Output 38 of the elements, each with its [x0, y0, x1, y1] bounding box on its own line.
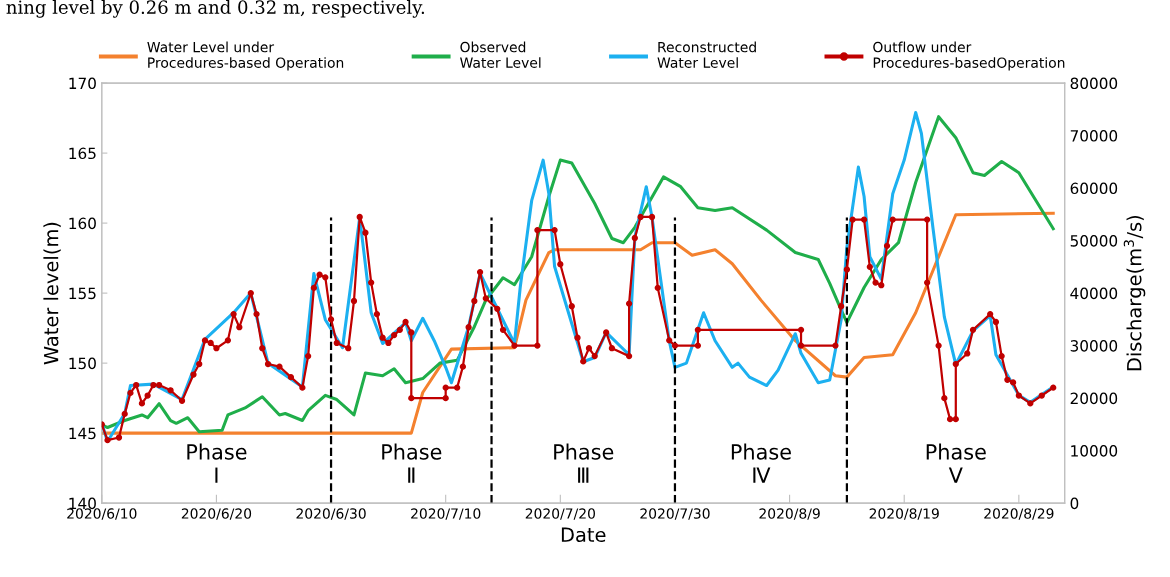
y2-tick-label: 40000	[1070, 287, 1118, 300]
annotation: Phase Ⅰ	[187, 443, 247, 483]
y2-tick-label: 20000	[1070, 392, 1118, 405]
y-tick-label: 150	[69, 357, 96, 370]
annotation: Phase Ⅲ	[554, 443, 614, 483]
y2-tick-label: 60000	[1070, 182, 1118, 195]
text: ning level by 0.26 m and 0.32 m, respectively.	[6, 0, 425, 18]
x-axis-title: Date	[561, 527, 606, 543]
y2-tick-label: 50000	[1070, 235, 1118, 247]
legend-label: Outflow under Procedures-basedOperation	[873, 41, 1065, 71]
y-tick-label: 145	[69, 427, 96, 440]
y2-axis-title: Discharge(m$^{3}$/s)	[1123, 215, 1146, 371]
annotation: Phase Ⅳ	[731, 443, 791, 483]
x-tick-label: 2020/7/30	[640, 508, 710, 520]
y2-tick-label: 80000	[1070, 77, 1118, 90]
y2-tick-label: 70000	[1070, 130, 1118, 142]
legend-label: Water Level under Procedures-based Operation	[147, 41, 344, 71]
x-tick-label: 2020/7/10	[411, 508, 481, 520]
x-tick-label: 2020/7/20	[525, 508, 595, 520]
x-tick-label: 2020/6/10	[67, 508, 137, 520]
annotation: Phase Ⅴ	[926, 443, 986, 483]
legend-label: Reconstructed Water Level	[657, 41, 756, 68]
x-tick-label: 2020/8/29	[984, 508, 1054, 520]
y-tick-label: 165	[69, 147, 96, 160]
x-tick-label: 2020/6/20	[181, 508, 252, 520]
x-tick-label: 2020/6/30	[296, 508, 366, 520]
y-tick-label: 170	[69, 77, 96, 90]
y2-tick-label: 10000	[1071, 445, 1118, 457]
y-tick-label: 155	[69, 287, 96, 300]
x-tick-label: 2020/8/9	[759, 508, 820, 520]
y2-tick-label: 0	[1070, 497, 1079, 510]
y-tick-label: 160	[69, 217, 96, 230]
x-tick-label: 2020/8/19	[869, 508, 939, 520]
y2-tick-label: 30000	[1070, 340, 1118, 352]
legend-label: Observed Water Level	[460, 41, 541, 68]
y-tick-label: 140	[69, 497, 96, 510]
y-axis-title: Water level(m)	[43, 222, 61, 365]
annotation: Phase Ⅱ	[382, 443, 442, 483]
